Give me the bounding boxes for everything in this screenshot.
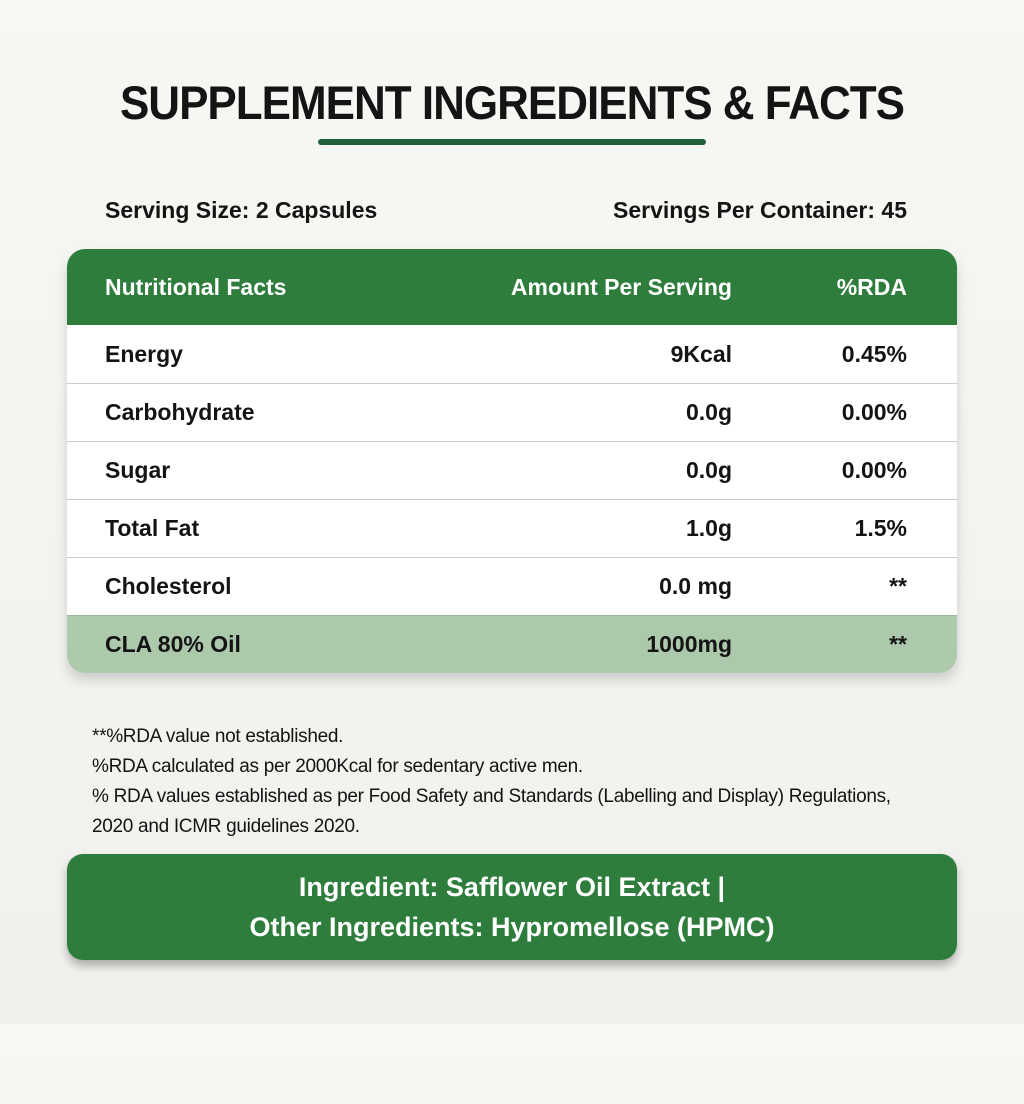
page-title: SUPPLEMENT INGREDIENTS & FACTS <box>119 77 905 130</box>
supplement-label: SUPPLEMENT INGREDIENTS & FACTS Serving S… <box>0 77 1024 1104</box>
ingredients-banner: Ingredient: Safflower Oil Extract | Othe… <box>67 854 957 960</box>
row-name: Energy <box>105 340 183 367</box>
serving-info-row: Serving Size: 2 Capsules Servings Per Co… <box>67 197 957 224</box>
row-name: Total Fat <box>105 515 200 541</box>
row-name: Sugar <box>105 457 171 483</box>
row-amount: 1000mg <box>646 631 732 657</box>
row-amount: 0.0g <box>685 399 732 425</box>
facts-table-header-row: Nutritional Facts Amount Per Serving %RD… <box>67 249 957 325</box>
row-rda: ** <box>889 631 907 657</box>
footnote-2000kcal: %RDA calculated as per 2000Kcal for sede… <box>92 756 583 777</box>
ingredients-line-2: Other Ingredients: Hypromellose (HPMC) <box>249 912 775 942</box>
row-amount: 0.0g <box>685 457 732 483</box>
table-row-energy: Energy 9Kcal 0.45% <box>67 325 957 383</box>
row-rda: 0.00% <box>841 399 907 425</box>
row-rda: 0.00% <box>841 457 907 483</box>
row-amount: 9Kcal <box>670 340 732 367</box>
row-rda: 1.5% <box>854 515 907 541</box>
nutritional-facts-table: Nutritional Facts Amount Per Serving %RD… <box>67 249 957 673</box>
table-row-carbohydrate: Carbohydrate 0.0g 0.00% <box>67 383 957 441</box>
footnote-not-established: **%RDA value not established. <box>92 726 344 747</box>
header-rda: %RDA <box>836 273 907 300</box>
footnote-regulations: % RDA values established as per Food Saf… <box>92 786 891 837</box>
rda-footnotes: **%RDA value not established. %RDA calcu… <box>67 722 927 842</box>
row-name: CLA 80% Oil <box>105 631 241 657</box>
header-nutritional-facts: Nutritional Facts <box>105 273 287 300</box>
servings-per-container-label: Servings Per Container: 45 <box>613 197 907 223</box>
row-amount: 1.0g <box>685 515 732 541</box>
row-name: Cholesterol <box>105 573 232 599</box>
title-underline-rule <box>318 139 706 145</box>
table-row-sugar: Sugar 0.0g 0.00% <box>67 441 957 499</box>
row-name: Carbohydrate <box>105 399 255 425</box>
ingredients-line-1: Ingredient: Safflower Oil Extract | <box>298 872 726 902</box>
row-rda: 0.45% <box>841 340 907 367</box>
table-row-cholesterol: Cholesterol 0.0 mg ** <box>67 557 957 615</box>
serving-size-label: Serving Size: 2 Capsules <box>105 197 378 223</box>
table-row-total-fat: Total Fat 1.0g 1.5% <box>67 499 957 557</box>
header-amount-per-serving: Amount Per Serving <box>510 273 732 300</box>
row-rda: ** <box>889 573 907 599</box>
table-row-cla-oil: CLA 80% Oil 1000mg ** <box>67 615 957 673</box>
row-amount: 0.0 mg <box>659 573 732 599</box>
